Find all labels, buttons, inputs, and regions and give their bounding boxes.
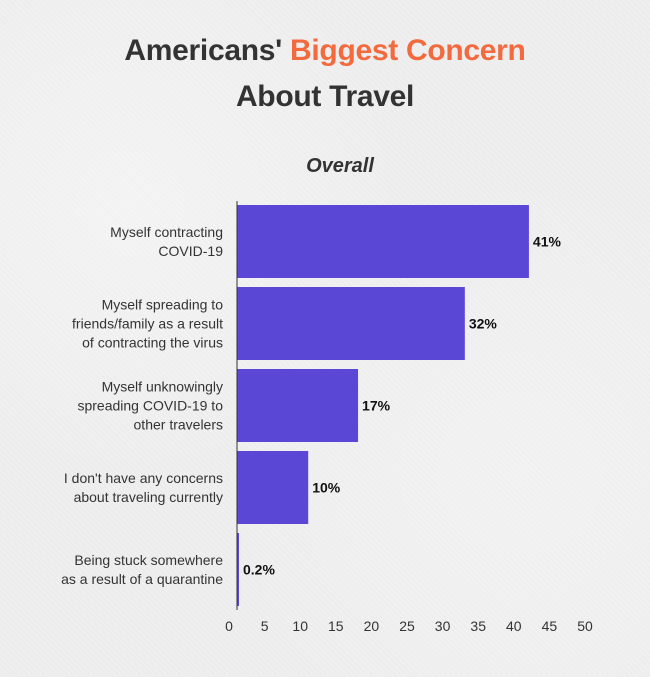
category-label-line: Myself unknowingly	[102, 379, 223, 395]
category-label-line: of contracting the virus	[82, 335, 223, 351]
bar-4	[237, 451, 309, 524]
category-label-1: Myself contracting COVID-19	[110, 224, 223, 259]
bar-3	[237, 369, 359, 442]
x-tick-45: 45	[542, 618, 558, 634]
chart-subtitle: Overall	[306, 155, 374, 177]
x-tick-5: 5	[261, 618, 269, 634]
category-label-line: I don't have any concerns	[64, 470, 223, 486]
category-label-5: Being stuck somewhere as a result of a qu…	[61, 552, 223, 587]
x-tick-25: 25	[399, 618, 415, 634]
value-label-5: 0.2%	[243, 562, 275, 578]
title-highlight: Biggest Concern	[290, 34, 526, 67]
chart-title-line-2: About Travel	[235, 80, 415, 113]
bar-5	[237, 533, 239, 606]
x-tick-0: 0	[225, 618, 233, 634]
value-label-3: 17%	[362, 398, 391, 414]
x-tick-35: 35	[470, 618, 486, 634]
bars	[237, 205, 529, 606]
category-label-4: I don't have any concerns about traveling…	[64, 470, 223, 505]
category-label-2: Myself spreading to friends/family as a r…	[72, 297, 223, 351]
x-tick-40: 40	[506, 618, 522, 634]
category-label-line: friends/family as a result	[72, 316, 223, 332]
bar-2	[237, 287, 465, 360]
category-labels: Myself contracting COVID-19 Myself spreadi…	[61, 224, 223, 587]
category-label-line: Being stuck somewhere	[74, 552, 223, 568]
value-labels: 41% 32% 17% 10% 0.2%	[243, 234, 561, 578]
bar-1	[237, 205, 529, 278]
x-tick-50: 50	[577, 618, 593, 634]
value-label-4: 10%	[312, 480, 341, 496]
x-tick-30: 30	[435, 618, 451, 634]
value-label-2: 32%	[469, 316, 498, 332]
x-tick-10: 10	[292, 618, 308, 634]
category-label-line: Myself spreading to	[102, 297, 224, 313]
x-tick-15: 15	[328, 618, 344, 634]
title-part-1: Americans'	[124, 34, 282, 67]
chart-title-line-1: Americans' Biggest Concern	[0, 36, 650, 66]
x-tick-20: 20	[364, 618, 380, 634]
category-label-line: other travelers	[134, 417, 223, 433]
value-label-1: 41%	[533, 234, 562, 250]
category-label-line: about traveling currently	[74, 489, 223, 505]
category-label-line: as a result of a quarantine	[61, 571, 223, 587]
category-label-3: Myself unknowingly spreading COVID-19 to o…	[77, 379, 223, 433]
category-label-line: Myself contracting	[110, 224, 223, 240]
category-label-line: COVID-19	[158, 243, 223, 259]
category-label-line: spreading COVID-19 to	[77, 398, 223, 414]
x-axis-ticks: 0 5 10 15 20 25 30 35 40 45 50	[225, 618, 593, 634]
